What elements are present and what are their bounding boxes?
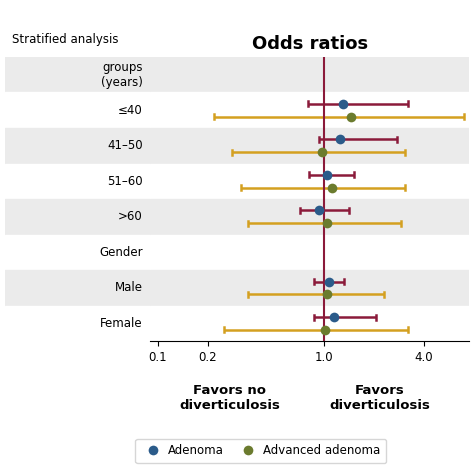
Bar	[5, 92, 150, 128]
Text: ≤40: ≤40	[118, 104, 143, 117]
Bar	[5, 57, 150, 92]
Text: Gender: Gender	[99, 246, 143, 259]
Text: 41–50: 41–50	[107, 139, 143, 152]
Bar	[150, 235, 469, 270]
Text: 51–60: 51–60	[107, 175, 143, 188]
Text: groups
(years): groups (years)	[101, 61, 143, 89]
Title: Odds ratios: Odds ratios	[252, 35, 368, 53]
Bar	[150, 92, 469, 128]
Text: Male: Male	[115, 282, 143, 294]
Bar	[5, 128, 150, 164]
Text: Favors no
diverticulosis: Favors no diverticulosis	[179, 384, 280, 412]
Legend: Adenoma, Advanced adenoma: Adenoma, Advanced adenoma	[135, 438, 386, 464]
Text: Stratified analysis: Stratified analysis	[12, 33, 118, 46]
Bar	[5, 270, 150, 306]
Text: >60: >60	[118, 210, 143, 223]
Bar	[150, 306, 469, 341]
Bar	[150, 199, 469, 235]
Bar	[150, 270, 469, 306]
Bar	[150, 57, 469, 92]
Text: Female: Female	[100, 317, 143, 330]
Bar	[5, 164, 150, 199]
Bar	[5, 306, 150, 341]
Bar	[5, 235, 150, 270]
Bar	[150, 164, 469, 199]
Text: Favors
diverticulosis: Favors diverticulosis	[329, 384, 430, 412]
Bar	[5, 199, 150, 235]
Bar	[150, 128, 469, 164]
